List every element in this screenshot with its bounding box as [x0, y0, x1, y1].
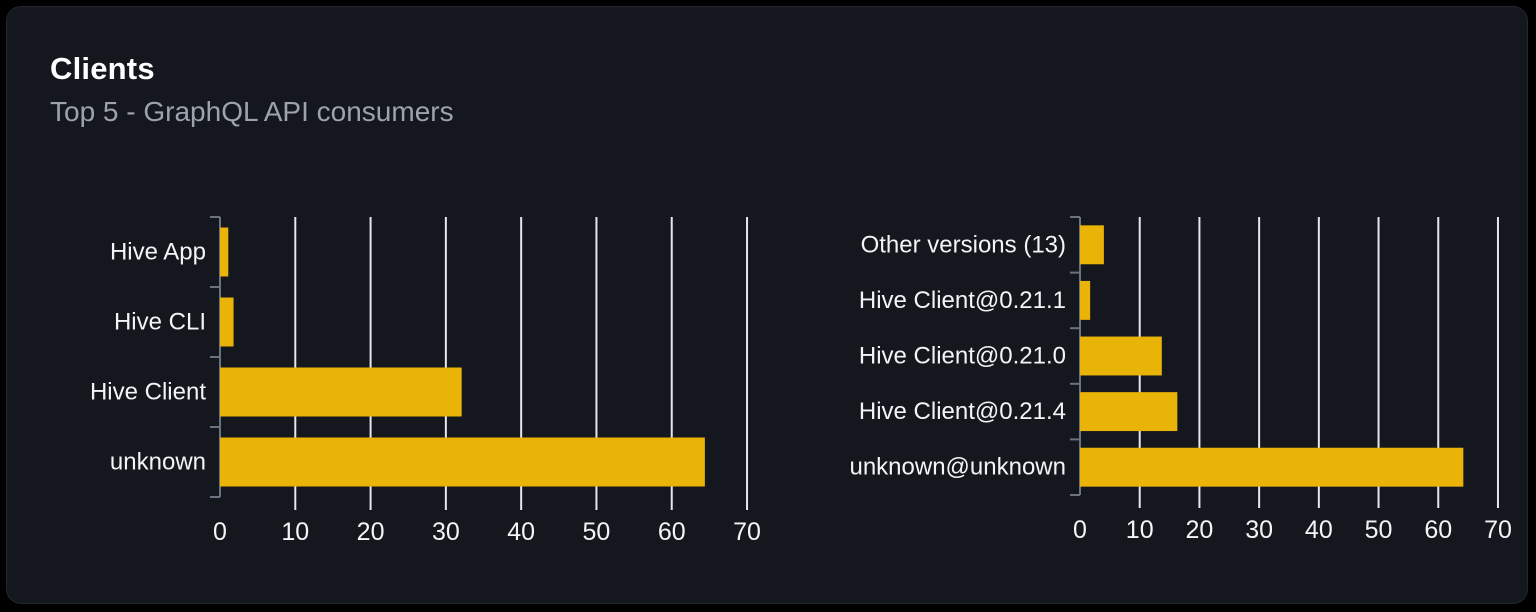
- card-subtitle: Top 5 - GraphQL API consumers: [50, 95, 454, 127]
- bar-other-versions-13-[interactable]: [1080, 225, 1104, 265]
- card-title: Clients: [50, 51, 155, 86]
- bar-hive-client[interactable]: [220, 367, 462, 417]
- category-label: Hive Client@0.21.0: [859, 343, 1066, 370]
- bar-hive-app[interactable]: [220, 227, 229, 277]
- x-tick-label: 20: [1186, 516, 1214, 544]
- x-tick-label: 40: [1305, 516, 1333, 544]
- x-tick-label: 70: [1484, 516, 1512, 544]
- x-tick-label: 30: [1245, 516, 1273, 544]
- x-tick-label: 70: [733, 518, 761, 546]
- client-versions-bar-chart: Other versions (13) Hive Client@0.21.1 Hiv…: [849, 216, 1512, 544]
- x-tick-label: 10: [281, 518, 309, 546]
- x-tick-label: 60: [658, 518, 686, 546]
- category-label: unknown: [110, 449, 206, 476]
- bar-unknown-unknown[interactable]: [1080, 447, 1464, 487]
- category-label: Other versions (13): [861, 231, 1066, 258]
- clients-bar-chart: Hive App Hive CLI Hive Client unknown 0 10 20 3…: [90, 216, 761, 546]
- category-label: Hive App: [110, 239, 206, 266]
- category-label: Hive CLI: [114, 309, 206, 336]
- category-label: Hive Client@0.21.4: [859, 398, 1066, 425]
- x-tick-label: 50: [583, 518, 611, 546]
- bar-hive-cli[interactable]: [220, 297, 234, 347]
- x-tick-label: 30: [432, 518, 460, 546]
- x-tick-label: 0: [1073, 516, 1087, 544]
- bar-hive-client-0-21-4[interactable]: [1080, 392, 1178, 432]
- bar-unknown[interactable]: [220, 437, 705, 487]
- x-tick-label: 40: [507, 518, 535, 546]
- x-tick-label: 20: [357, 518, 385, 546]
- card-header: Clients Top 5 - GraphQL API consumers: [50, 51, 454, 127]
- x-tick-label: 0: [213, 518, 227, 546]
- bar-hive-client-0-21-1[interactable]: [1080, 280, 1091, 320]
- x-tick-label: 50: [1365, 516, 1393, 544]
- category-label: Hive Client: [90, 379, 206, 406]
- category-label: unknown@unknown: [849, 454, 1066, 481]
- bar-hive-client-0-21-0[interactable]: [1080, 336, 1162, 376]
- clients-card: Clients Top 5 - GraphQL API consumers Hi…: [6, 6, 1528, 604]
- x-tick-label: 60: [1424, 516, 1452, 544]
- x-tick-label: 10: [1126, 516, 1154, 544]
- category-label: Hive Client@0.21.1: [859, 287, 1066, 314]
